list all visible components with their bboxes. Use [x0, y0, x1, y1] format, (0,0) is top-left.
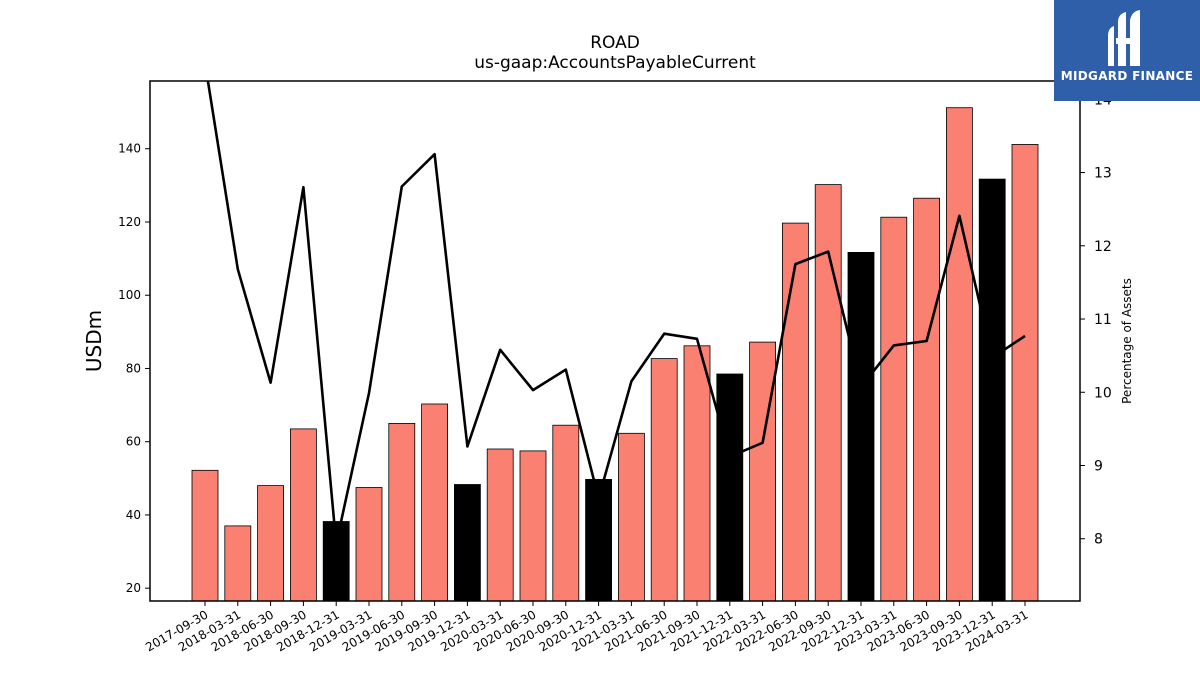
y2-tick-label: 9: [1094, 459, 1103, 475]
y2-tick-label: 11: [1094, 312, 1112, 328]
bar: [814, 184, 842, 602]
series-line: [206, 81, 1026, 546]
brand-logo: MIDGARD FINANCE: [1054, 0, 1200, 101]
bar: [289, 428, 317, 602]
bar: [913, 197, 940, 602]
bar: [388, 422, 416, 602]
y-tick-label: 140: [118, 142, 141, 156]
bar: [650, 358, 678, 602]
y-axis: 20 40 60 80 100 120 140: [118, 142, 150, 595]
bar: [978, 178, 1006, 602]
bar: [1011, 143, 1039, 602]
chart-title: ROAD: [590, 33, 640, 53]
bar: [782, 222, 809, 602]
y2-tick-label: 12: [1094, 239, 1112, 255]
y2-tick-label: 8: [1094, 532, 1103, 548]
bar: [847, 251, 875, 602]
bar: [486, 448, 514, 602]
logo-text: MIDGARD FINANCE: [1060, 69, 1194, 83]
bar: [552, 424, 580, 602]
bar: [880, 216, 908, 602]
bar: [683, 345, 711, 602]
bar: [421, 403, 449, 602]
bar: [257, 485, 285, 602]
line-group: [206, 81, 1026, 546]
y2-tick-label: 10: [1094, 385, 1112, 401]
y2-axis-label: Percentage of Assets: [1120, 278, 1134, 404]
bar: [618, 432, 645, 602]
bar: [749, 341, 776, 602]
y-tick-label: 40: [126, 508, 141, 522]
y2-axis: 891011121314: [1080, 92, 1112, 548]
y-tick-label: 120: [118, 215, 141, 229]
bar: [519, 450, 547, 602]
y-tick-label: 60: [126, 435, 141, 449]
y-tick-label: 80: [126, 361, 141, 375]
y-axis-label: USDm: [82, 310, 106, 372]
plot-frame: [149, 80, 1081, 602]
y-tick-label: 100: [118, 288, 141, 302]
bar: [224, 525, 252, 602]
bar: [191, 469, 219, 602]
x-axis: 2017-09-302018-03-312018-06-302018-09-30…: [143, 601, 1031, 654]
logo-mark-icon: [1108, 10, 1140, 66]
bar: [453, 484, 481, 602]
y2-tick-label: 13: [1094, 166, 1112, 182]
y-tick-label: 20: [126, 581, 141, 595]
bar: [355, 487, 383, 602]
bar: [946, 107, 973, 602]
bar: [716, 373, 744, 602]
chart-subtitle: us-gaap:AccountsPayableCurrent: [474, 53, 756, 73]
